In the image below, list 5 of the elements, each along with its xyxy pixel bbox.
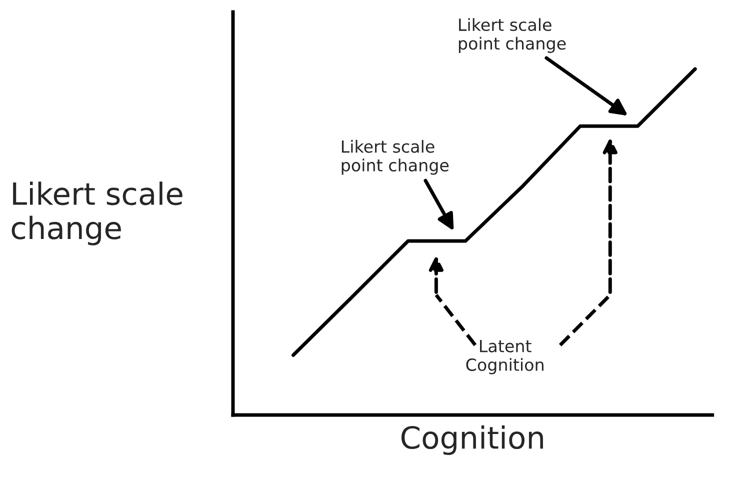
annotation: Latent Cognition bbox=[466, 340, 544, 374]
y-axis-title: Likert scale change bbox=[12, 182, 182, 246]
annotation: Likert scale point change bbox=[342, 140, 449, 175]
text: Likert scale point change bbox=[458, 18, 566, 53]
x-axis-title: Cognition bbox=[401, 425, 543, 455]
